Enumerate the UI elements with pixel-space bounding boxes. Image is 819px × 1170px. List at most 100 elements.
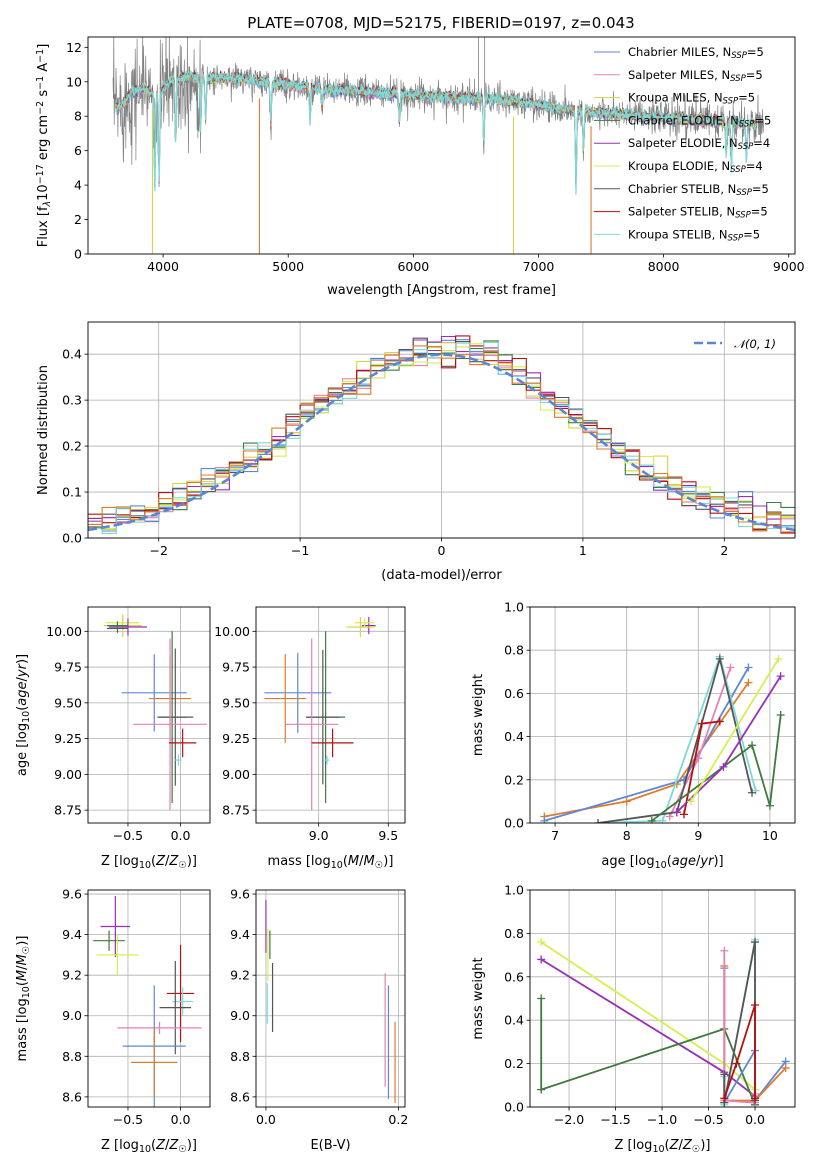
y-axis-label-part: −1 (35, 76, 46, 90)
legend-label-sub: SSP (731, 51, 747, 61)
y-tick-label: 9.4 (62, 927, 82, 942)
y-axis-label-part: −1 (35, 49, 46, 63)
y-tick-label: 9.25 (54, 731, 82, 746)
data-point (131, 1027, 178, 1097)
x-tick-label: 1 (579, 543, 587, 558)
legend-label-sub: SSP (736, 188, 752, 198)
y-tick-label: 9.0 (230, 1008, 250, 1023)
data-point (157, 648, 194, 786)
x-axis-label: mass [log10(M/M☉)] (268, 854, 394, 871)
legend-label: Chabrier MILES, NSSP=5 (628, 45, 764, 61)
legend-label-suffix: =4 (753, 136, 770, 150)
y-tick-label: 0.2 (504, 772, 524, 787)
legend-label-sub: SSP (730, 74, 746, 84)
y-axis-label-part: mass [log (15, 998, 30, 1061)
y-tick-label: 8.8 (62, 1049, 82, 1064)
mass_vs_Z-plot: −0.5 0.08.68.89.09.29.49.6Z [log10(Z/Z☉)]… (15, 887, 211, 1155)
legend-label-sub: SSP (735, 211, 751, 221)
legend-label: Salpeter MILES, NSSP=5 (628, 68, 763, 84)
series-marker (776, 672, 785, 681)
y-tick-label: 0.6 (504, 969, 524, 984)
y-tick-label: 8.75 (54, 803, 82, 818)
x-axis-label-part: ( (665, 1138, 670, 1153)
weight_vs_age-frame (529, 606, 796, 824)
y-tick-label: 0.1 (62, 485, 82, 500)
series-marker (765, 801, 774, 810)
legend-label-suffix: =5 (746, 68, 763, 82)
y-tick-label: 1.0 (504, 883, 524, 898)
x-tick-label: 7000 (523, 259, 555, 274)
x-axis-label-part: 10 (655, 860, 667, 871)
series-marker (537, 1085, 546, 1094)
x-axis-label-part: Z (168, 854, 179, 869)
weight_vs_Z-frame (529, 889, 796, 1108)
y-axis-label-part: ( (15, 981, 30, 986)
series-marker (732, 1059, 741, 1068)
x-axis-label: (data-model)/error (381, 568, 502, 583)
age_vs_mass-grid (256, 607, 405, 823)
x-axis-label-part: ☉ (692, 1144, 701, 1155)
x-axis-label-part: )] (383, 854, 393, 869)
x-axis-label: age [log10(age/yr)] (601, 854, 723, 871)
y-tick-label: 0.4 (504, 1013, 524, 1028)
x-axis-label-part: M (364, 854, 375, 869)
y-axis-label-part: erg cm (36, 115, 51, 164)
series-marker (748, 741, 757, 750)
mass_vs_Z-marks (93, 896, 202, 1107)
legend-label: Salpeter STELIB, NSSP=5 (628, 205, 768, 221)
x-axis-label-part: Z (682, 1138, 693, 1153)
x-tick-label: 0.0 (745, 1112, 765, 1127)
series-marker (672, 808, 681, 817)
x-tick-label: 0.0 (256, 1112, 276, 1127)
data-point (354, 618, 375, 628)
x-tick-label: −2 (149, 543, 167, 558)
y-tick-label: 0.0 (504, 816, 524, 831)
y-axis-label-part: ] (36, 44, 51, 49)
y-axis-label-part: 10 (36, 184, 51, 201)
x-axis-label-part: age (672, 854, 696, 869)
series-line (540, 941, 756, 1091)
x-tick-label: 9.5 (378, 828, 398, 843)
x-axis-label-part: / (165, 854, 170, 869)
legend-label-suffix: =5 (743, 227, 760, 241)
x-axis-label-part: ☉ (375, 860, 384, 871)
y-axis-label-part: Flux [f (36, 206, 51, 247)
legend-label-name: Kroupa STELIB, N (628, 227, 728, 241)
series-line (597, 655, 753, 823)
y-tick-label: 8.75 (222, 803, 250, 818)
y-tick-label: 9.00 (222, 767, 250, 782)
legend-label-name: Chabrier STELIB, N (628, 182, 736, 196)
mass_vs_EBV-marks (265, 900, 396, 1103)
y-tick-label: 10 (66, 74, 82, 89)
mass_vs_EBV-grid (256, 890, 405, 1107)
series-marker (658, 816, 667, 823)
x-axis-label-part: )] (187, 1138, 197, 1153)
x-tick-label: 0 (438, 543, 446, 558)
x-axis-label-part: Z (669, 1138, 680, 1153)
y-axis-label: mass weight (471, 957, 486, 1039)
age_vs_mass-plot: 9.0 9.5 8.75 9.00 9.25 9.50 9.75 10.00 mass [log… (214, 606, 406, 871)
x-tick-label: 0.2 (388, 1112, 408, 1127)
x-axis-label-part: / (359, 854, 364, 869)
series-marker (622, 797, 631, 806)
y-axis-label-part: s (36, 90, 51, 101)
legend-label-suffix: =5 (751, 205, 768, 219)
x-tick-label: −0.5 (113, 828, 143, 843)
spectrum-frame (87, 36, 796, 255)
legend-label-sub: SSP (723, 97, 739, 107)
x-tick-label: −1 (291, 543, 309, 558)
figure-title: PLATE=0708, MJD=52175, FIBERID=0197, z=0… (247, 14, 634, 32)
series-marker (776, 711, 785, 719)
legend-label: Chabrier STELIB, NSSP=5 (628, 182, 769, 198)
series-marker (679, 810, 688, 819)
x-axis-label-part: mass [log (268, 854, 331, 869)
x-axis-label-part: Z (168, 1138, 179, 1153)
x-axis-label-part: / (165, 1138, 170, 1153)
y-axis-label-part: −2 (35, 101, 46, 115)
y-tick-label: 10.00 (214, 624, 250, 639)
y-tick-label: 9.75 (54, 660, 82, 675)
y-axis-label-part: age (15, 681, 30, 705)
legend-label-name: Salpeter MILES, N (628, 68, 730, 82)
data-point (264, 652, 332, 733)
x-axis-label-part: 10 (139, 1144, 151, 1155)
